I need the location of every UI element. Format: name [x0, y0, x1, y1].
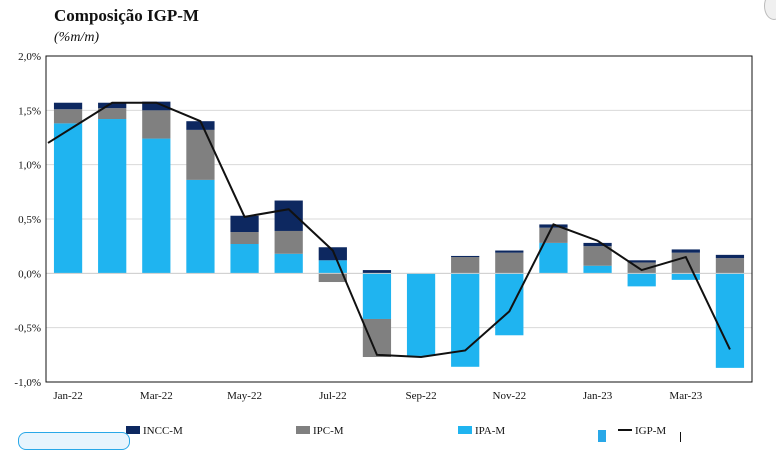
- igpm-composition-chart: 2,0% 1,5% 1,0% 0,5% 0,0% -0,5% -1,0% Jan-22 Mar-…: [14, 51, 753, 437]
- legend-swatch-ipa-m: [458, 426, 472, 434]
- bar-ipc-m: [230, 232, 259, 244]
- bar-incc-m: [142, 101, 171, 111]
- bottom-blue-mark: [598, 430, 606, 442]
- y-tick-label: 2,0%: [18, 51, 41, 63]
- legend-label: IPA-M: [475, 425, 505, 437]
- bottom-pill-fragment[interactable]: [18, 432, 130, 450]
- legend-swatch-incc-m: [126, 426, 140, 434]
- chart-subtitle: (%m/m): [54, 30, 100, 45]
- bar-ipa-m: [715, 273, 745, 368]
- bar-ipc-m: [274, 230, 303, 254]
- bar-ipa-m: [583, 265, 612, 274]
- x-tick-label: Jan-22: [53, 390, 82, 402]
- bar-ipa-m: [98, 119, 127, 274]
- bar-ipc-m: [451, 257, 480, 274]
- bar-ipa-m: [230, 243, 259, 274]
- bar-incc-m: [98, 102, 127, 109]
- bar-incc-m: [274, 200, 303, 231]
- bar-ipa-m: [671, 273, 700, 280]
- bar-ipa-m: [362, 273, 392, 319]
- bar-ipa-m: [539, 242, 568, 274]
- x-tick-label: Sep-22: [405, 390, 436, 402]
- bar-ipa-m: [627, 273, 656, 287]
- y-tick-label: 1,5%: [18, 105, 41, 117]
- bar-ipc-m: [362, 318, 392, 358]
- x-tick-label: Mar-22: [140, 390, 173, 402]
- bar-ipc-m: [583, 246, 612, 266]
- legend-label: IGP-M: [635, 425, 666, 437]
- x-tick-label: Mar-23: [669, 390, 702, 402]
- bar-incc-m: [230, 215, 259, 233]
- bar-ipc-m: [627, 262, 656, 274]
- bar-ipc-m: [98, 108, 127, 120]
- bar-ipc-m: [495, 252, 524, 274]
- y-tick-label: 1,0%: [18, 160, 41, 172]
- x-tick-label: Jan-23: [583, 390, 613, 402]
- y-tick-label: 0,0%: [18, 268, 41, 280]
- x-tick-label: Jul-22: [319, 390, 347, 402]
- y-tick-label: -0,5%: [14, 323, 41, 335]
- bar-incc-m: [318, 247, 347, 261]
- bar-incc-m: [495, 250, 524, 253]
- bar-ipc-m: [53, 109, 83, 124]
- bar-ipa-m: [495, 273, 524, 336]
- bar-incc-m: [186, 121, 215, 130]
- bar-ipc-m: [539, 227, 568, 243]
- plot-border: [45, 55, 753, 383]
- bar-incc-m: [715, 254, 745, 259]
- legend-label: IPC-M: [313, 425, 344, 437]
- bottom-black-mark: [680, 432, 681, 442]
- bar-ipc-m: [318, 273, 347, 283]
- x-tick-label: May-22: [227, 390, 262, 402]
- bar-ipa-m: [318, 260, 347, 274]
- bar-ipa-m: [53, 123, 83, 274]
- bar-incc-m: [53, 102, 83, 110]
- bar-ipa-m: [186, 179, 215, 274]
- bar-incc-m: [671, 249, 700, 253]
- bar-incc-m: [627, 260, 656, 263]
- bar-ipc-m: [715, 258, 745, 274]
- x-tick-label: Nov-22: [493, 390, 527, 402]
- bar-ipc-m: [142, 110, 171, 139]
- chart-title: Composição IGP-M: [54, 6, 199, 25]
- bar-ipa-m: [406, 273, 436, 356]
- y-tick-label: -1,0%: [14, 377, 41, 389]
- legend-swatch-ipc-m: [296, 426, 310, 434]
- bar-incc-m: [583, 242, 612, 247]
- bar-ipa-m: [274, 253, 303, 274]
- bar-incc-m: [362, 270, 392, 274]
- bar-ipc-m: [186, 129, 215, 180]
- y-tick-label: 0,5%: [18, 214, 41, 226]
- bar-incc-m: [451, 255, 480, 258]
- series-line-igp-m: [47, 101, 731, 359]
- legend-label: INCC-M: [143, 425, 183, 437]
- bar-ipc-m: [671, 252, 700, 274]
- bar-ipa-m: [142, 138, 171, 274]
